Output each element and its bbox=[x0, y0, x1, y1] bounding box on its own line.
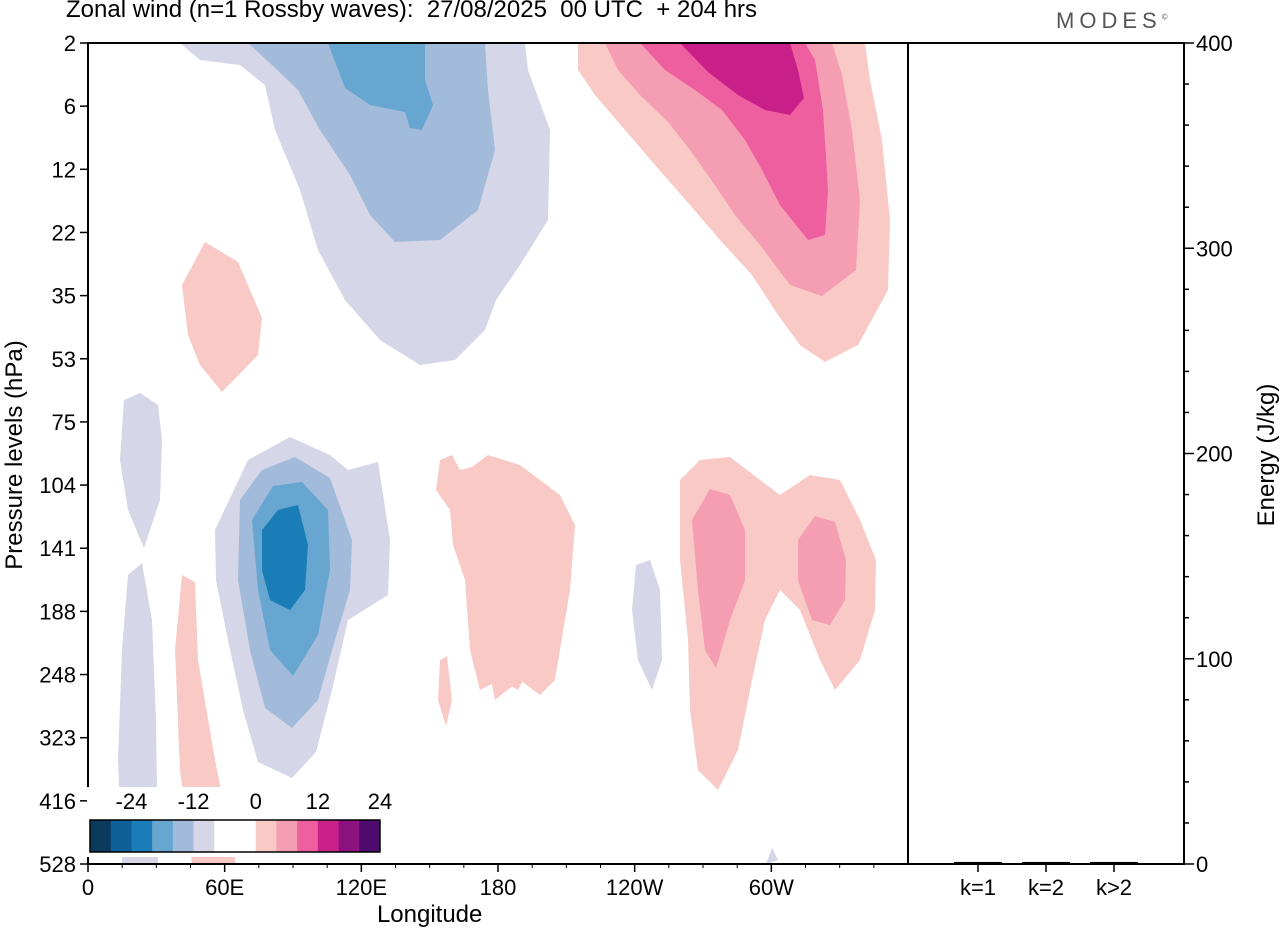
colorbar-swatch bbox=[235, 820, 257, 852]
energy-category-label: k=1 bbox=[960, 875, 996, 900]
contour-left-strip-negative bbox=[120, 393, 162, 548]
contour-mid-westerly-180b bbox=[480, 455, 575, 700]
contour-mid-westerly-west bbox=[798, 516, 846, 625]
colorbar-tick-label: 12 bbox=[306, 789, 330, 814]
y-tick-label: 35 bbox=[52, 284, 76, 309]
colorbar-swatch bbox=[338, 820, 360, 852]
y-tick-label: 12 bbox=[52, 157, 76, 182]
y-tick-label: 22 bbox=[52, 220, 76, 245]
colorbar-swatch bbox=[193, 820, 215, 852]
colorbar-swatch bbox=[317, 820, 340, 852]
colorbar: -24 -12 0 12 24 bbox=[87, 787, 392, 857]
colorbar-frame bbox=[89, 819, 381, 853]
colorbar-swatch bbox=[297, 820, 319, 852]
energy-category-label: k=2 bbox=[1028, 875, 1064, 900]
plot-frame bbox=[80, 42, 1194, 872]
colorbar-swatch bbox=[131, 820, 153, 852]
energy-axis-label: Energy (J/kg) bbox=[1253, 384, 1280, 527]
colorbar-tick-label: -12 bbox=[178, 789, 210, 814]
y-tick-label: 248 bbox=[39, 663, 76, 688]
y-tick-label: 104 bbox=[39, 473, 76, 498]
contour-upper-easterly bbox=[248, 43, 495, 242]
y-tick-label: 323 bbox=[39, 726, 76, 751]
y-tick-label: 141 bbox=[39, 536, 76, 561]
colorbar-tick-label: 24 bbox=[368, 789, 392, 814]
contour-small-negative bbox=[632, 560, 662, 690]
energy-bar-2 bbox=[1022, 861, 1070, 864]
energy-tick-label: 400 bbox=[1196, 31, 1233, 56]
energy-category-label: k>2 bbox=[1096, 875, 1132, 900]
contour-upper-easterly bbox=[328, 43, 433, 130]
x-tick-label: 60W bbox=[749, 875, 794, 900]
y-tick-label: 528 bbox=[39, 852, 76, 877]
colorbar-tick-label: -24 bbox=[116, 789, 148, 814]
brand-logo-text: MODES bbox=[1056, 8, 1162, 33]
colorbar-swatch bbox=[359, 820, 381, 852]
x-tick-label: 180 bbox=[480, 875, 517, 900]
y-tick-label: 6 bbox=[64, 94, 76, 119]
x-axis-label: Longitude bbox=[377, 901, 482, 928]
y-tick-label: 75 bbox=[52, 410, 76, 435]
energy-bars bbox=[954, 861, 1138, 864]
y-tick-label: 188 bbox=[39, 599, 76, 624]
colorbar-swatch bbox=[214, 820, 236, 852]
colorbar-swatch bbox=[172, 820, 195, 852]
y-tick-label: 416 bbox=[39, 789, 76, 814]
colorbar-swatch bbox=[255, 820, 277, 852]
contour-small-positive bbox=[438, 656, 452, 726]
colorbar-swatch bbox=[90, 820, 112, 852]
energy-bar-1 bbox=[954, 861, 1002, 864]
y-axis-label: Pressure levels (hPa) bbox=[1, 340, 28, 569]
colorbar-swatch bbox=[110, 820, 132, 852]
x-tick-label: 120W bbox=[606, 875, 664, 900]
contour-small-negative-bottom bbox=[766, 848, 778, 864]
energy-tick-label: 0 bbox=[1196, 852, 1208, 877]
colorbar-swatch bbox=[276, 820, 298, 852]
contour-upper-westerly-small bbox=[182, 242, 262, 392]
y-tick-label: 2 bbox=[64, 31, 76, 56]
contour-mid-easterly bbox=[262, 505, 308, 610]
x-tick-label: 120E bbox=[336, 875, 387, 900]
energy-tick-label: 300 bbox=[1196, 236, 1233, 261]
colorbar-tick-label: 0 bbox=[250, 789, 262, 814]
colorbar-swatch bbox=[152, 820, 174, 852]
brand-logo: MODES© bbox=[1056, 8, 1168, 34]
x-tick-label: 60E bbox=[205, 875, 244, 900]
energy-tick-label: 200 bbox=[1196, 442, 1233, 467]
chart-title: Zonal wind (n=1 Rossby waves): 27/08/202… bbox=[66, 0, 758, 23]
brand-logo-mark: © bbox=[1161, 12, 1168, 22]
energy-tick-label: 100 bbox=[1196, 647, 1233, 672]
energy-frame bbox=[907, 42, 1185, 865]
energy-bar-3 bbox=[1090, 861, 1138, 864]
x-tick-label: 0 bbox=[82, 875, 94, 900]
contour-upper-westerly bbox=[680, 43, 804, 115]
y-tick-label: 53 bbox=[52, 347, 76, 372]
contour-fills bbox=[118, 43, 890, 864]
contour-mid-westerly-west bbox=[692, 489, 745, 668]
